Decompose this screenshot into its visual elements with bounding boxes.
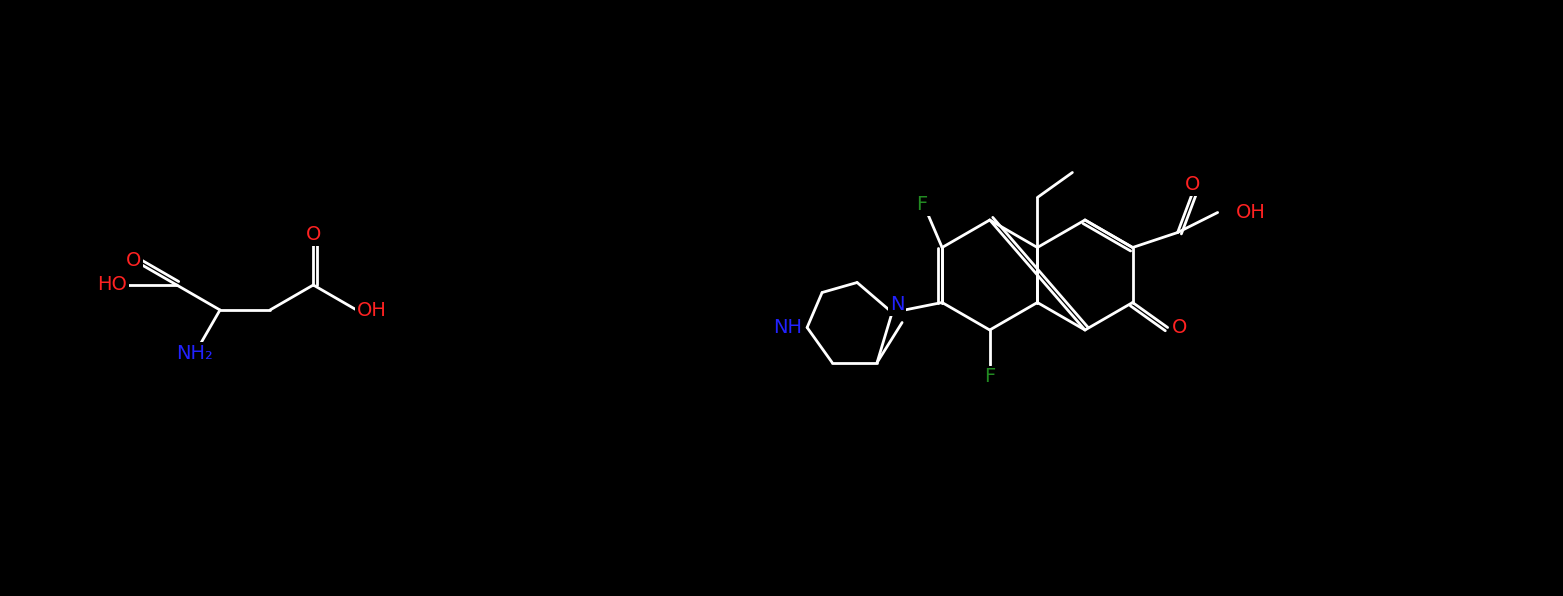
- Text: F: F: [916, 195, 928, 214]
- Text: NH: NH: [774, 318, 802, 337]
- Text: HO: HO: [97, 275, 127, 294]
- Text: N: N: [889, 295, 905, 314]
- Text: O: O: [306, 225, 320, 244]
- Text: NH₂: NH₂: [177, 344, 214, 363]
- Text: O: O: [1185, 175, 1200, 194]
- Text: OH: OH: [356, 300, 386, 319]
- Text: F: F: [985, 368, 996, 386]
- Text: OH: OH: [1236, 203, 1266, 222]
- Text: O: O: [1172, 318, 1188, 337]
- Text: O: O: [125, 250, 141, 269]
